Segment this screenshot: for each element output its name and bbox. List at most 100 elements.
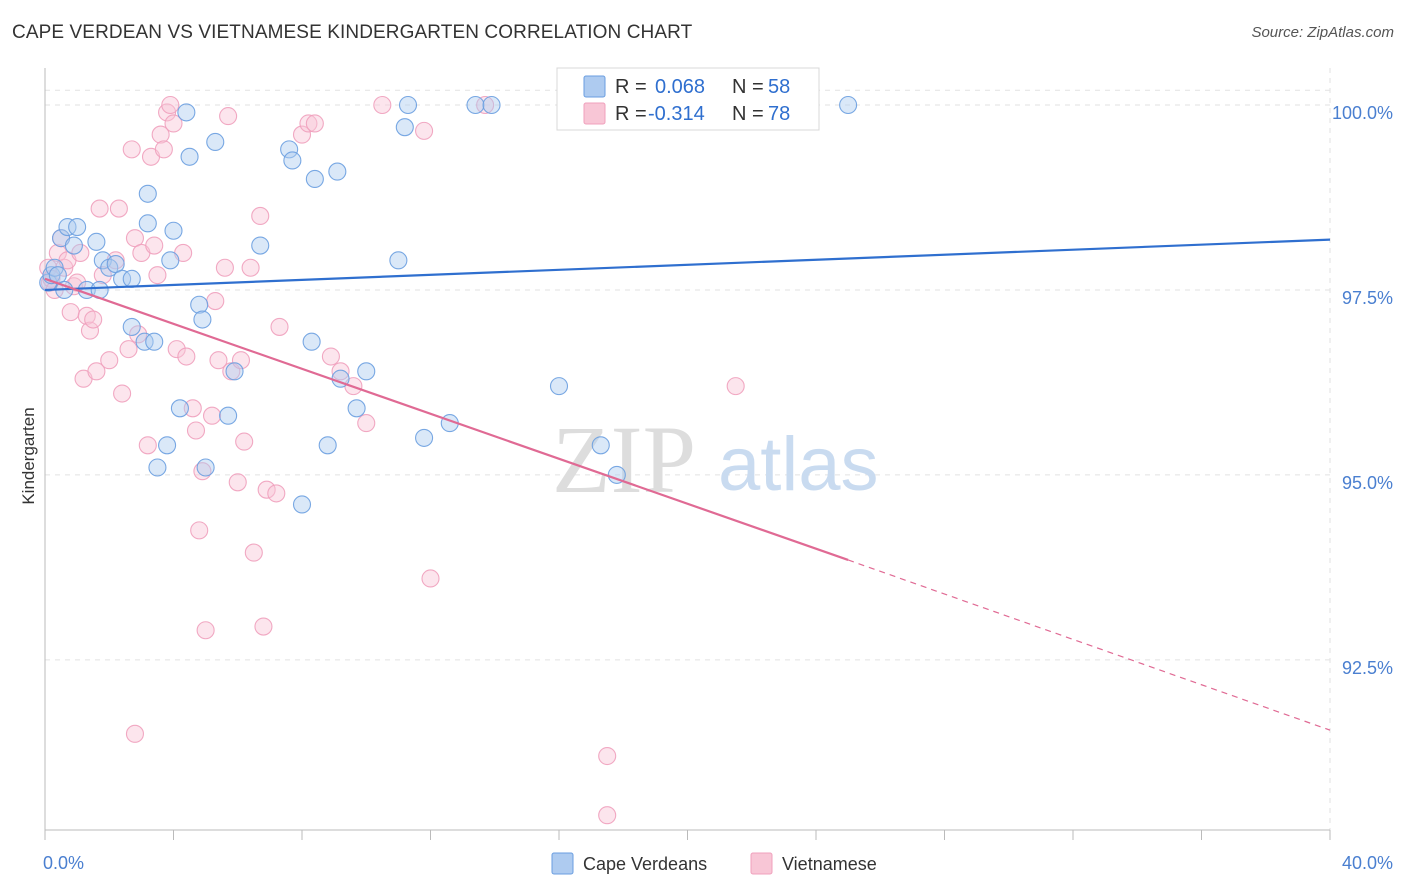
vietnamese-point	[113, 384, 132, 403]
cape-verdeans-point	[347, 399, 366, 418]
vietnamese-point	[357, 414, 376, 433]
cape-verdeans-point	[591, 436, 610, 455]
cape-verdeans-point	[839, 95, 858, 115]
cape-verdeans-point	[196, 458, 215, 477]
vietnamese-point	[598, 806, 617, 825]
cape-verdeans-point	[122, 317, 141, 336]
cape-verdeans-point	[68, 218, 87, 237]
legend-r-label: R =	[615, 103, 647, 125]
cape-verdeans-point	[87, 232, 106, 251]
vietnamese-point	[476, 95, 495, 115]
vietnamese-point	[87, 362, 106, 381]
vietnamese-trend-extension	[847, 559, 1331, 731]
cape-verdeans-point	[415, 428, 434, 447]
cape-verdeans-point	[389, 251, 408, 270]
vietnamese-point	[219, 107, 238, 126]
vietnamese-point	[231, 351, 251, 370]
cape-verdeans-point	[283, 151, 302, 170]
bottom-legend-swatch-cape-verdeans	[551, 852, 574, 875]
bottom-legend: Cape Verdeans Vietnamese	[551, 852, 877, 875]
vietnamese-point	[726, 377, 745, 396]
cape-verdeans-point	[161, 251, 180, 270]
cape-verdeans-point	[482, 95, 501, 115]
vietnamese-point	[321, 347, 340, 366]
chart-source: Source: ZipAtlas.com	[1251, 24, 1394, 41]
cape-verdeans-point	[58, 218, 77, 237]
cape-verdeans-point	[225, 362, 244, 381]
x-tick-label-max: 40.0%	[1342, 853, 1393, 873]
vietnamese-point	[190, 521, 209, 540]
cape-verdeans-point	[170, 399, 189, 418]
vietnamese-point	[164, 114, 183, 133]
cape-verdeans-point	[318, 436, 337, 455]
legend-n-value: 78	[768, 103, 790, 125]
cape-verdeans-point	[292, 495, 312, 514]
vietnamese-point	[100, 351, 119, 370]
cape-verdeans-point	[177, 103, 196, 122]
cape-verdeans-point	[164, 221, 183, 240]
vietnamese-point	[129, 325, 148, 344]
cape-verdeans-point	[395, 118, 414, 137]
cape-verdeans-point	[251, 236, 270, 255]
vietnamese-point	[119, 340, 138, 359]
bottom-legend-label-cape-verdeans: Cape Verdeans	[583, 854, 707, 874]
vietnamese-point	[122, 140, 141, 159]
cape-verdeans-point	[138, 184, 157, 203]
cape-verdeans-trend-line	[44, 238, 1331, 292]
vietnamese-point	[421, 569, 440, 588]
cape-verdeans-point	[193, 310, 212, 329]
cape-verdeans-point	[280, 140, 299, 159]
vietnamese-point	[186, 421, 206, 440]
vietnamese-point	[154, 140, 173, 159]
vietnamese-point	[125, 724, 144, 743]
cape-verdeans-point	[135, 332, 154, 351]
y-tick-label: 100.0%	[1332, 103, 1393, 123]
vietnamese-point	[148, 266, 167, 285]
vietnamese-point	[244, 543, 263, 562]
vietnamese-point	[61, 303, 80, 322]
vietnamese-point	[415, 121, 434, 140]
cape-verdeans-point	[138, 214, 157, 233]
legend-swatch-cape-verdeans	[583, 75, 606, 98]
bottom-legend-swatch-vietnamese	[750, 852, 773, 875]
vietnamese-point	[84, 310, 103, 329]
watermark-zip: ZIP	[552, 406, 696, 513]
vietnamese-point	[145, 236, 164, 255]
vietnamese-point	[93, 266, 112, 285]
legend-swatch-vietnamese	[583, 102, 606, 125]
cape-verdeans-point	[549, 377, 569, 396]
cape-verdeans-point	[219, 406, 238, 425]
vietnamese-point	[270, 317, 289, 336]
cape-verdeans-point	[302, 332, 321, 351]
legend-r-value: 0.068	[655, 76, 705, 98]
vietnamese-point	[241, 258, 260, 277]
cape-verdeans-point	[357, 362, 376, 381]
cape-verdeans-point	[180, 147, 199, 166]
vietnamese-point	[206, 291, 225, 311]
vietnamese-point	[151, 125, 170, 144]
cape-verdeans-point	[148, 458, 167, 477]
cape-verdeans-point	[122, 269, 141, 288]
vietnamese-point	[257, 480, 276, 499]
vietnamese-point	[161, 95, 180, 115]
vietnamese-point	[228, 473, 247, 492]
vietnamese-point	[183, 399, 202, 418]
vietnamese-point	[299, 114, 318, 133]
vietnamese-trend-line	[44, 277, 849, 562]
chart-title: CAPE VERDEAN VS VIETNAMESE KINDERGARTEN …	[12, 22, 693, 43]
cape-verdeans-point	[145, 332, 164, 351]
points-layer	[39, 95, 858, 825]
x-tick-label-min: 0.0%	[43, 853, 84, 873]
watermark-atlas: atlas	[718, 422, 879, 507]
vietnamese-point	[138, 436, 157, 455]
vietnamese-point	[167, 340, 186, 359]
legend-n-value: 58	[768, 76, 790, 98]
vietnamese-point	[177, 347, 196, 366]
vietnamese-point	[254, 617, 273, 636]
axis-layer	[44, 68, 1331, 840]
cape-verdeans-point	[158, 436, 177, 455]
vietnamese-point	[203, 406, 222, 425]
legend-r-value: -0.314	[648, 103, 705, 125]
vietnamese-point	[90, 199, 109, 218]
cape-verdeans-point	[206, 132, 225, 152]
